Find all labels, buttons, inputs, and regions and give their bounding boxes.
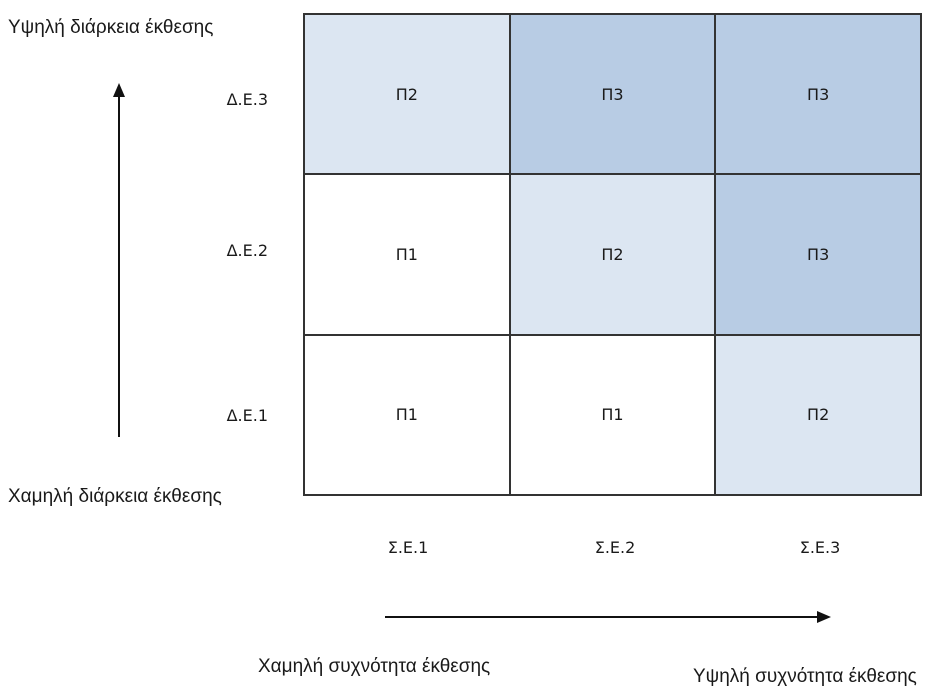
matrix-cell: Π2 (509, 174, 716, 335)
matrix-cell: Π1 (304, 174, 510, 335)
risk-matrix: Π2 Π3 Π3 Π1 Π2 Π3 Π1 Π1 Π2 (303, 13, 922, 496)
col-label-se1: Σ.Ε.1 (387, 538, 429, 557)
col-label-se2: Σ.Ε.2 (594, 538, 636, 557)
y-axis-high-label: Υψηλή διάρκεια έκθεσης (8, 17, 214, 38)
matrix-cell: Π1 (304, 334, 510, 495)
col-label-se3: Σ.Ε.3 (799, 538, 841, 557)
row-label-de3: Δ.Ε.3 (226, 90, 268, 109)
y-axis-low-label: Χαμηλή διάρκεια έκθεσης (8, 486, 222, 507)
row-label-de2: Δ.Ε.2 (226, 241, 268, 260)
matrix-cell: Π3 (715, 14, 921, 175)
x-axis-arrowhead (817, 611, 831, 623)
matrix-cell: Π3 (509, 14, 716, 175)
matrix-cell: Π1 (509, 334, 716, 495)
matrix-cell: Π3 (715, 174, 921, 335)
matrix-cell: Π2 (715, 334, 921, 495)
row-label-de1: Δ.Ε.1 (226, 406, 268, 425)
matrix-cell: Π2 (304, 14, 510, 175)
x-axis-low-label: Χαμηλή συχνότητα έκθεσης (258, 656, 491, 677)
y-axis-arrowhead (113, 83, 125, 97)
x-axis-high-label: Υψηλή συχνότητα έκθεσης (693, 666, 917, 687)
